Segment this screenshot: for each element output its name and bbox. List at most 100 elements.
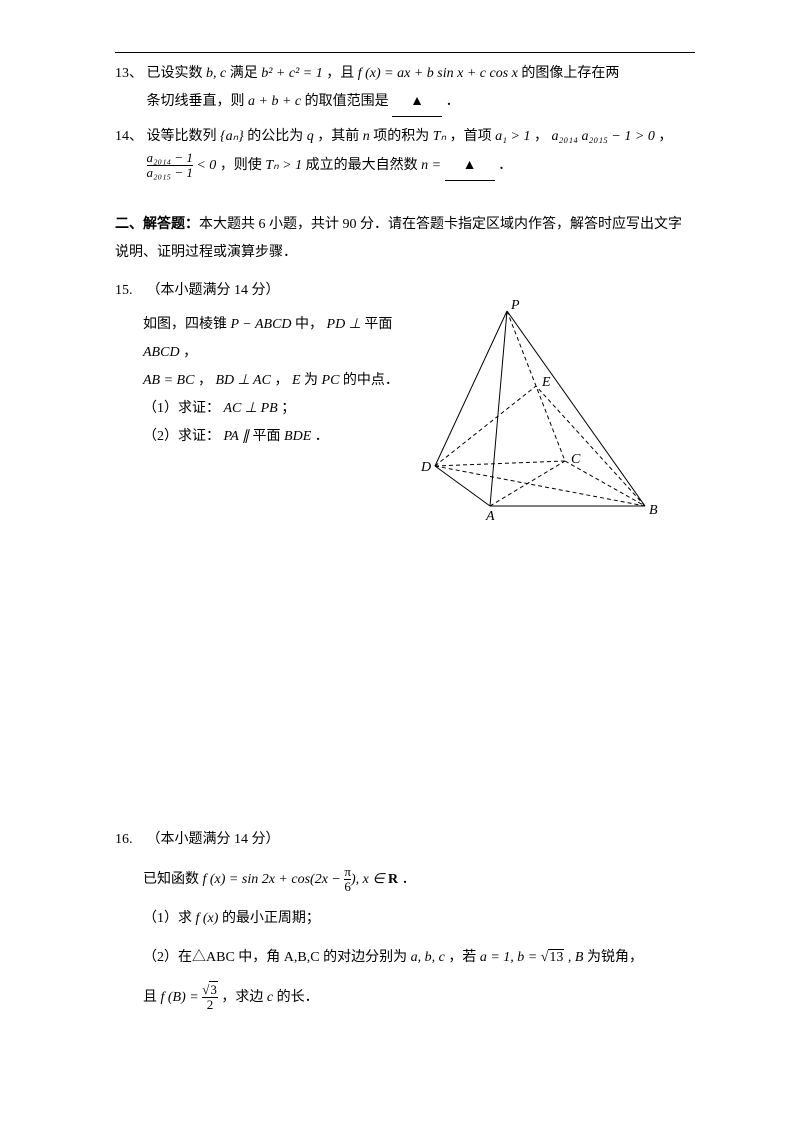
math: a = 1, b = — [480, 950, 537, 965]
math: a, b, c — [411, 950, 445, 965]
text: （2）在△ — [143, 950, 206, 965]
q14-number: 14、 — [115, 123, 143, 151]
radicand: 13 — [548, 949, 564, 965]
text: 的最小正周期； — [222, 911, 320, 926]
answer-blank: ▲ — [445, 152, 495, 181]
text: 且 — [143, 990, 157, 1005]
math: AB = BC — [143, 373, 194, 388]
text: 已设实数 — [147, 66, 203, 81]
text: （2）求证： — [143, 429, 220, 444]
q16-body: 已知函数 f (x) = sin 2x + cos(2x − π 6 ), x … — [115, 860, 695, 1017]
page-rule — [115, 52, 695, 53]
math-lt: < 0 — [196, 158, 216, 173]
text: ，则使 — [220, 158, 262, 173]
text: 平面 — [253, 429, 281, 444]
math-eq: f (x) = ax + b sin x + c cos x — [358, 66, 518, 81]
answer-space-15 — [115, 526, 695, 826]
math: PD ⊥ — [327, 317, 361, 332]
math: ABCD — [143, 345, 180, 360]
q15-body: 如图，四棱锥 P − ABCD 中， PD ⊥ 平面 ABCD ， AB = B… — [115, 311, 415, 526]
text: 中，角 — [238, 950, 280, 965]
math: ), x ∈ — [351, 872, 385, 887]
text: 满足 — [230, 66, 258, 81]
math-a1: a₁ > 1 — [495, 129, 530, 144]
math-prod: a₂₀₁₄ a₂₀₁₅ − 1 > 0 — [551, 129, 654, 144]
math: BD ⊥ AC — [215, 373, 271, 388]
section-label: 二、解答题： — [115, 217, 199, 232]
text: 条切线垂直，则 — [147, 94, 245, 109]
text: （1）求证： — [143, 401, 220, 416]
text: ； — [281, 401, 295, 416]
radicand: 3 — [209, 981, 218, 997]
sqrt-13: 13 — [541, 938, 565, 977]
question-14: 14、 设等比数列 {aₙ} 的公比为 q ，其前 n 项的积为 Tₙ ，首项 … — [115, 123, 695, 181]
numerator: π — [344, 865, 351, 879]
math: P − ABCD — [231, 317, 292, 332]
answer-blank: ▲ — [392, 88, 442, 117]
denominator: a₂₀₁₅ − 1 — [147, 165, 193, 180]
math: PC — [322, 373, 340, 388]
q15-body-wrap: 如图，四棱锥 P − ABCD 中， PD ⊥ 平面 ABCD ， AB = B… — [115, 311, 695, 526]
text: 的对边分别为 — [323, 950, 407, 965]
question-13: 13、 已设实数 b, c 满足 b² + c² = 1 ，且 f (x) = … — [115, 60, 695, 117]
math: AC ⊥ PB — [224, 401, 278, 416]
text: ，其前 — [317, 129, 359, 144]
text: ， — [274, 373, 288, 388]
pyramid-diagram: PDABCE — [415, 311, 665, 521]
text: 项的积为 — [373, 129, 429, 144]
text: ． — [446, 94, 460, 109]
math: A,B,C — [284, 950, 320, 965]
math-tn2: Tₙ > 1 — [265, 158, 302, 173]
numerator: a₂₀₁₄ − 1 — [147, 151, 193, 165]
svg-text:B: B — [649, 503, 658, 518]
text: 的长． — [277, 990, 319, 1005]
q16-points: （本小题满分 14 分） — [147, 832, 280, 847]
text: ，若 — [448, 950, 476, 965]
fraction: a₂₀₁₄ − 1 a₂₀₁₅ − 1 — [147, 151, 193, 181]
q16-number: 16. — [115, 826, 143, 854]
page-content: 13、 已设实数 b, c 满足 b² + c² = 1 ，且 f (x) = … — [115, 60, 695, 1017]
math-R: R — [388, 872, 398, 887]
text: 成立的最大自然数 — [306, 158, 418, 173]
denominator: 6 — [344, 879, 351, 894]
text: ， — [183, 345, 197, 360]
math-tn: Tₙ — [433, 129, 446, 144]
math-eq: a + b + c — [248, 94, 301, 109]
svg-text:E: E — [541, 375, 551, 390]
text: 设等比数列 — [147, 129, 217, 144]
text: 平面 — [364, 317, 392, 332]
text: ，求边 — [221, 990, 263, 1005]
math: PA ∥ — [224, 429, 250, 444]
math-an: {aₙ} — [220, 129, 244, 144]
question-16: 16. （本小题满分 14 分） — [115, 826, 695, 854]
text: 已知函数 — [143, 872, 199, 887]
text: 如图，四棱锥 — [143, 317, 227, 332]
text: 为 — [304, 373, 318, 388]
math: f (x) = sin 2x + cos(2x − — [203, 872, 341, 887]
math: f (B) = — [161, 990, 199, 1005]
text: ． — [498, 158, 512, 173]
text: ，首项 — [450, 129, 492, 144]
q15-figure: PDABCE — [415, 311, 695, 526]
math: E — [292, 373, 301, 388]
q15-points: （本小题满分 14 分） — [147, 283, 280, 298]
text: （1）求 — [143, 911, 192, 926]
math-eq: b² + c² = 1 — [261, 66, 323, 81]
math: BDE — [284, 429, 311, 444]
svg-text:A: A — [485, 509, 495, 524]
text: ． — [315, 429, 329, 444]
math-bc: b, c — [206, 66, 226, 81]
math-q: q — [307, 129, 314, 144]
text: ． — [402, 872, 416, 887]
denominator: 2 — [202, 997, 218, 1012]
fraction-pi6: π 6 — [344, 865, 351, 895]
math: ABC — [206, 950, 235, 965]
numerator: 3 — [202, 983, 218, 997]
q13-body: 已设实数 b, c 满足 b² + c² = 1 ，且 f (x) = ax +… — [147, 60, 687, 117]
math-c: c — [267, 990, 273, 1005]
text: ， — [658, 129, 672, 144]
math: , B — [568, 950, 584, 965]
svg-text:C: C — [571, 452, 581, 467]
question-15: 15. （本小题满分 14 分） — [115, 277, 695, 305]
text: ， — [198, 373, 212, 388]
